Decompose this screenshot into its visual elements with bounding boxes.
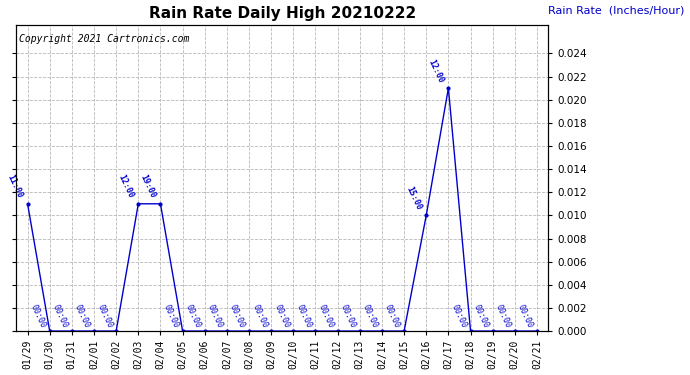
Text: 11:00: 11:00 [6,173,24,200]
Text: 00:00: 00:00 [95,303,114,329]
Text: 00:00: 00:00 [361,303,380,329]
Text: 00:00: 00:00 [450,303,469,329]
Text: 19:00: 19:00 [139,173,157,200]
Text: 00:00: 00:00 [250,303,269,329]
Text: 00:00: 00:00 [161,303,180,329]
Y-axis label: Rain Rate  (Inches/Hour): Rain Rate (Inches/Hour) [548,5,684,15]
Text: 00:00: 00:00 [317,303,335,329]
Text: 00:00: 00:00 [73,303,92,329]
Text: 00:00: 00:00 [295,303,313,329]
Text: 12:00: 12:00 [426,58,445,84]
Text: 00:00: 00:00 [184,303,203,329]
Text: 00:00: 00:00 [383,303,402,329]
Text: 00:00: 00:00 [228,303,247,329]
Text: 12:00: 12:00 [116,173,135,200]
Text: 00:00: 00:00 [472,303,491,329]
Text: 00:00: 00:00 [516,303,535,329]
Text: 00:00: 00:00 [494,303,513,329]
Text: 00:00: 00:00 [29,303,48,329]
Text: 00:00: 00:00 [51,303,70,329]
Text: Copyright 2021 Cartronics.com: Copyright 2021 Cartronics.com [19,34,190,44]
Text: 15:00: 15:00 [404,185,423,211]
Text: 00:00: 00:00 [339,303,357,329]
Text: 00:00: 00:00 [273,303,291,329]
Text: 00:00: 00:00 [206,303,225,329]
Title: Rain Rate Daily High 20210222: Rain Rate Daily High 20210222 [148,6,416,21]
